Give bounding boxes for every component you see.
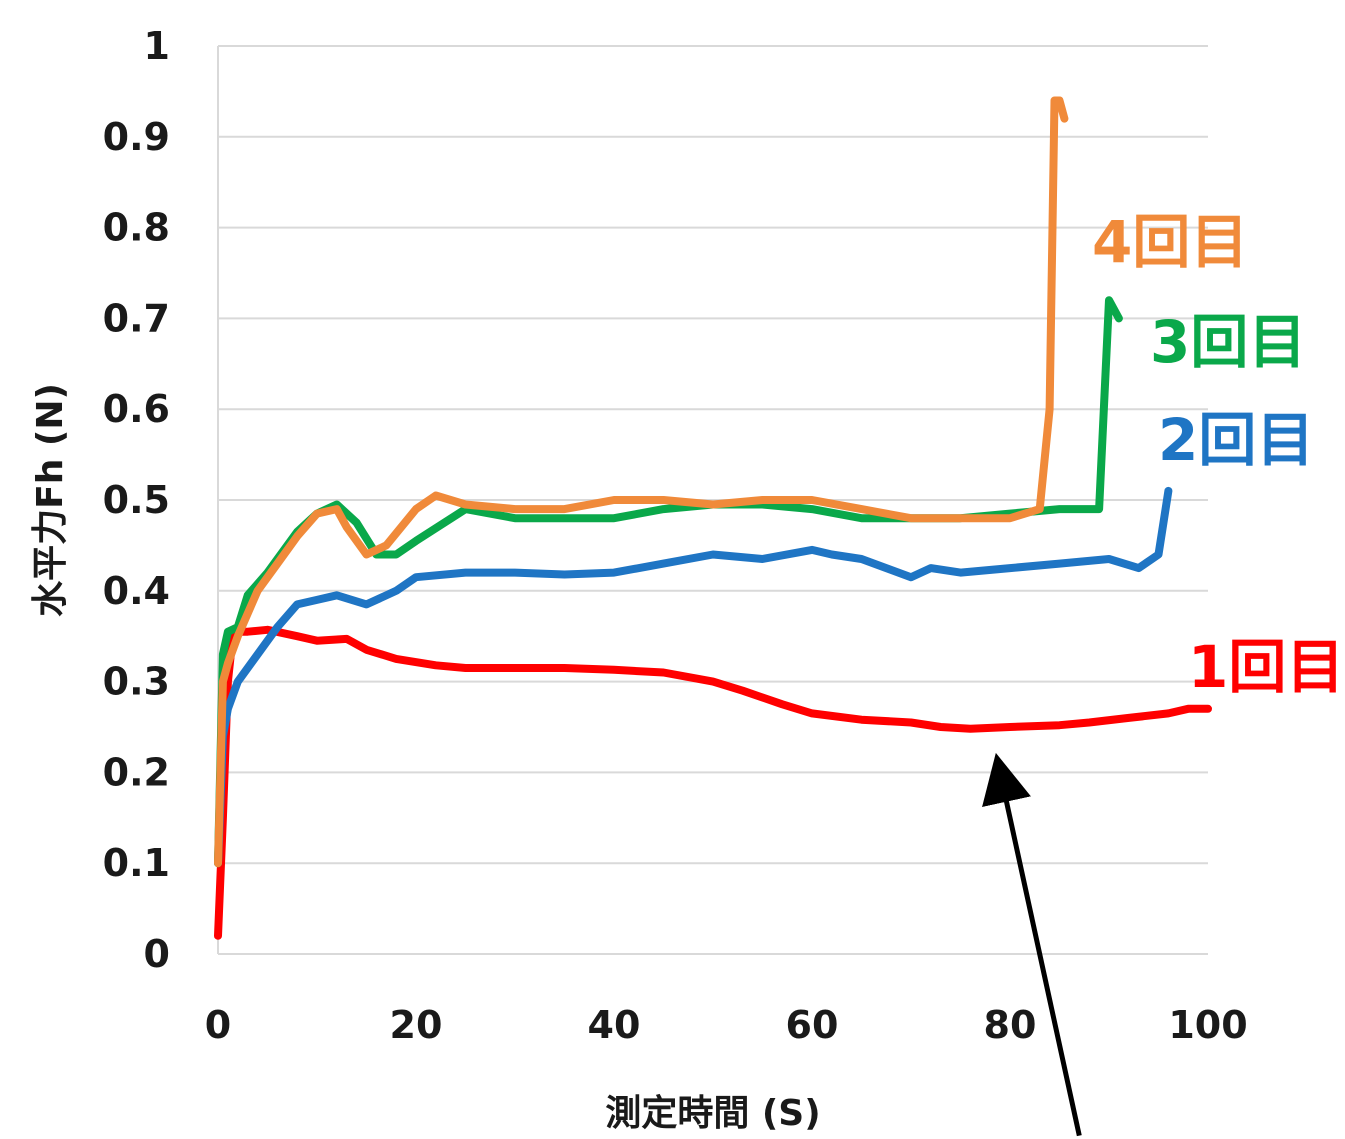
annotations [982, 752, 1082, 1137]
y-axis-title: 水平力Fh (N) [30, 383, 71, 617]
y-tick-label: 0.4 [103, 569, 170, 613]
y-tick-label: 0.3 [103, 660, 170, 704]
y-tick-label: 0 [144, 932, 170, 976]
series-group [214, 96, 1212, 940]
y-tick-label: 0.1 [103, 841, 170, 885]
series-line-1 [214, 625, 1212, 940]
y-tick-label: 1 [144, 24, 170, 68]
series-label-2: 2回目 [1158, 406, 1314, 474]
x-tick-label: 80 [984, 1003, 1037, 1047]
x-tick-label: 100 [1168, 1003, 1247, 1047]
x-axis-title: 測定時間 (S) [605, 1093, 820, 1134]
y-tick-label: 0.6 [103, 387, 170, 431]
annotation-arrow [982, 752, 1082, 1137]
y-tick-label: 0.8 [103, 206, 170, 250]
series-labels: 1回目 2回目 3回目 4回目 [1092, 208, 1344, 701]
series-label-1: 1回目 [1188, 633, 1344, 701]
y-tick-label: 0.7 [103, 296, 170, 340]
series-line-4 [214, 96, 1069, 868]
x-tick-label: 60 [786, 1003, 839, 1047]
y-tick-label: 0.2 [103, 750, 170, 794]
x-tick-label: 0 [205, 1003, 231, 1047]
x-axis-ticks: 0 20 40 60 80 100 [205, 1003, 1248, 1047]
x-tick-label: 40 [588, 1003, 641, 1047]
series-line-2 [214, 486, 1173, 868]
y-tick-label: 0.9 [103, 115, 170, 159]
series-line-3 [214, 296, 1123, 868]
x-tick-label: 20 [390, 1003, 443, 1047]
series-label-4: 4回目 [1092, 208, 1248, 276]
grid-lines [217, 45, 1208, 955]
y-tick-label: 0.5 [103, 478, 170, 522]
series-label-3: 3回目 [1150, 308, 1306, 376]
y-axis-ticks: 0 0.1 0.2 0.3 0.4 0.5 0.6 0.7 0.8 0.9 1 [103, 24, 170, 976]
